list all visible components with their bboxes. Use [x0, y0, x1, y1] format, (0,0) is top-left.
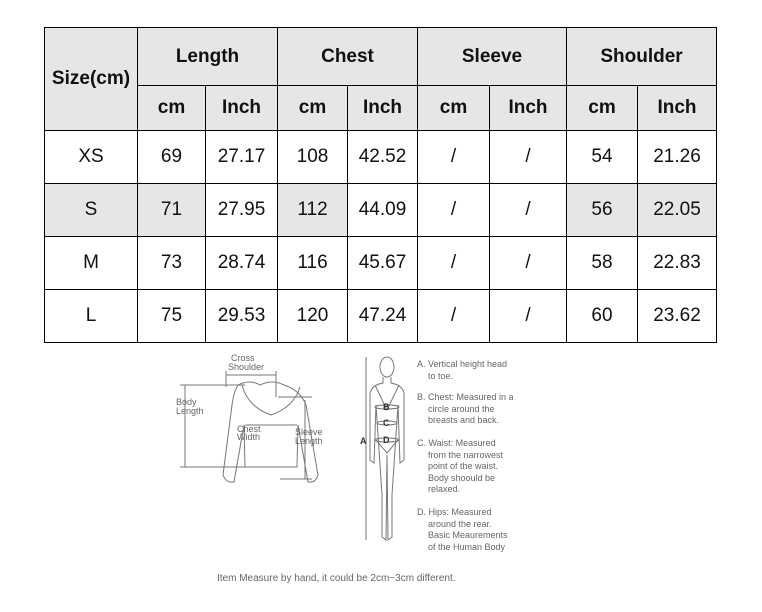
measurement-note: Item Measure by hand, it could be 2cm~3c…	[217, 573, 456, 584]
value-cell: 73	[137, 236, 206, 290]
marker-b: B	[383, 402, 390, 412]
value-cell: 108	[277, 130, 348, 184]
value-cell: 116	[277, 236, 348, 290]
group-length: Length	[137, 27, 278, 86]
value-cell: 47.24	[347, 289, 418, 343]
unit-header: cm	[277, 85, 348, 131]
marker-c: C	[383, 418, 390, 428]
unit-header: Inch	[347, 85, 418, 131]
caption-line: to toe.	[428, 370, 454, 381]
label-shoulder: Shoulder	[228, 362, 264, 372]
value-cell: 60	[566, 289, 638, 343]
label-sleeve-length: Length	[295, 436, 323, 446]
value-cell: 120	[277, 289, 348, 343]
marker-a: A	[360, 436, 367, 446]
value-cell: /	[417, 130, 490, 184]
value-cell: 22.05	[637, 183, 717, 237]
value-cell: 75	[137, 289, 206, 343]
size-cell: S	[44, 183, 138, 237]
table-row: XS 69 27.17 108 42.52//54 21.26	[44, 130, 717, 184]
caption-line: point of the waist.	[428, 461, 499, 471]
body-figure	[365, 356, 405, 541]
caption-line: relaxed.	[428, 484, 461, 494]
value-cell: 69	[137, 130, 206, 184]
value-cell: /	[417, 183, 490, 237]
label-cross: Cross	[231, 353, 255, 363]
unit-header: Inch	[637, 85, 717, 131]
group-sleeve: Sleeve	[417, 27, 567, 86]
caption-line: Basic Meaurements	[428, 530, 508, 540]
value-cell: 56	[566, 183, 638, 237]
unit-header: cm	[137, 85, 206, 131]
label-width: Width	[237, 432, 260, 442]
unit-header: Inch	[489, 85, 567, 131]
value-cell: 28.74	[205, 236, 278, 290]
value-cell: /	[489, 236, 567, 290]
caption-line: A. Vertical height head	[417, 359, 508, 369]
garment-sketch	[180, 371, 319, 483]
marker-d: D	[383, 435, 390, 445]
caption-d: D. Hips: Measured around the rear. Basic M…	[417, 507, 508, 553]
caption-line: circle around the	[428, 403, 495, 414]
size-cell: M	[44, 236, 138, 290]
value-cell: 58	[566, 236, 638, 290]
label-body: Body	[176, 397, 197, 407]
value-cell: 29.53	[205, 289, 278, 343]
size-header: Size(cm)	[44, 27, 138, 131]
value-cell: 22.83	[637, 236, 717, 290]
caption-b: B. Chest: Measured in a circle around the…	[417, 392, 514, 427]
size-cell: L	[44, 289, 138, 343]
measurement-diagram: Cross Shoulder Body Length Chest Width S…	[176, 353, 405, 541]
caption-line: B. Chest: Measured in a	[417, 392, 514, 402]
table-row: S 71 27.95 112 44.09//56 22.05	[44, 183, 717, 237]
caption-c: C. Waist: Measured from the narrowest poin…	[417, 438, 503, 496]
value-cell: 27.17	[205, 130, 278, 184]
value-cell: 27.95	[205, 183, 278, 237]
value-cell: /	[489, 289, 567, 343]
value-cell: 45.67	[347, 236, 418, 290]
caption-line: breasts and back.	[428, 415, 500, 425]
value-cell: 54	[566, 130, 638, 184]
value-cell: 112	[277, 183, 348, 237]
value-cell: /	[417, 289, 490, 343]
caption-line: Body shoould be	[428, 472, 496, 483]
value-cell: 21.26	[637, 130, 717, 184]
unit-header: cm	[566, 85, 638, 131]
table-row: L 75 29.53 120 47.24//60 23.62	[44, 289, 717, 343]
value-cell: 23.62	[637, 289, 717, 343]
caption-line: from the narrowest	[428, 449, 504, 460]
unit-header: cm	[417, 85, 490, 131]
value-cell: 42.52	[347, 130, 418, 184]
label-body-length: Length	[176, 406, 204, 416]
unit-header: Inch	[205, 85, 278, 131]
group-chest: Chest	[277, 27, 418, 86]
value-cell: /	[417, 236, 490, 290]
caption-line: C. Waist: Measured	[417, 438, 496, 448]
caption-line: D. Hips: Measured	[417, 507, 492, 517]
group-shoulder: Shoulder	[566, 27, 717, 86]
caption-line: around the rear.	[428, 518, 492, 529]
label-sleeve: Sleeve	[295, 427, 323, 437]
table-row: M 73 28.74 116 45.67//58 22.83	[44, 236, 717, 290]
size-cell: XS	[44, 130, 138, 184]
caption-line: of the Human Body	[428, 541, 506, 552]
caption-a: A. Vertical height head to toe.	[417, 359, 507, 382]
value-cell: /	[489, 130, 567, 184]
size-chart-table: Size(cm) Length Chest Sleeve Shoulder cm…	[44, 27, 717, 343]
value-cell: 71	[137, 183, 206, 237]
label-chest: Chest	[237, 424, 261, 434]
value-cell: /	[489, 183, 567, 237]
value-cell: 44.09	[347, 183, 418, 237]
